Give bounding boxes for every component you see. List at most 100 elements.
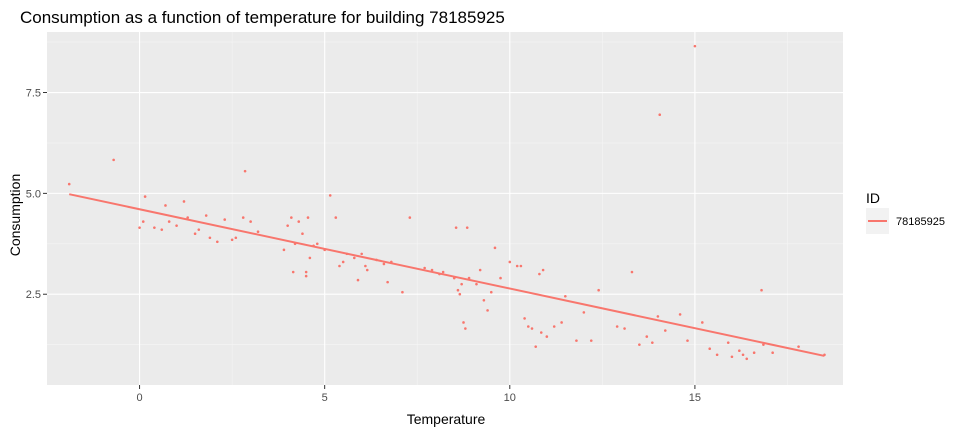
data-point <box>678 313 682 316</box>
data-point <box>534 345 538 348</box>
data-point <box>465 226 469 229</box>
data-point <box>493 246 497 250</box>
trend-line <box>69 193 825 357</box>
data-point <box>356 278 360 282</box>
data-point <box>730 355 734 359</box>
data-point <box>386 280 389 284</box>
data-point <box>515 264 519 268</box>
data-point <box>575 339 578 342</box>
data-point <box>175 224 178 227</box>
y-axis-ticks: 2.5 5.0 7.5 <box>26 88 47 301</box>
data-point <box>693 44 697 48</box>
data-point <box>752 351 756 355</box>
data-point <box>223 218 227 221</box>
data-point <box>663 329 667 332</box>
data-point <box>458 292 462 296</box>
data-point <box>430 268 434 272</box>
data-point <box>243 169 247 173</box>
data-point <box>582 311 586 314</box>
data-point <box>523 317 526 320</box>
data-point <box>182 200 186 203</box>
data-point <box>482 298 486 302</box>
data-point <box>204 214 208 217</box>
y-axis-title: Consumption <box>7 174 23 257</box>
trend-line-group <box>69 193 825 357</box>
data-point <box>186 216 189 219</box>
y-tick-label: 5.0 <box>26 188 41 200</box>
data-point <box>301 232 304 236</box>
data-point <box>545 335 549 338</box>
data-point <box>167 220 171 223</box>
data-point <box>541 268 545 272</box>
data-point <box>160 228 164 231</box>
y-tick-label: 2.5 <box>26 289 41 301</box>
x-axis-title: Temperature <box>407 411 486 427</box>
x-tick-label: 0 <box>136 392 142 404</box>
data-point <box>334 216 338 219</box>
data-point <box>401 290 404 294</box>
data-point <box>382 262 386 266</box>
data-point <box>589 339 593 342</box>
data-point <box>297 220 301 223</box>
data-point <box>797 345 800 348</box>
data-point <box>197 228 201 231</box>
data-point <box>489 290 493 294</box>
data-point <box>460 282 463 286</box>
data-point <box>112 158 115 162</box>
data-point <box>216 240 219 244</box>
data-point <box>338 264 341 268</box>
data-point <box>552 325 556 328</box>
data-point <box>234 236 238 240</box>
major-gridlines <box>47 32 843 385</box>
data-point <box>597 288 600 292</box>
data-point <box>686 339 689 342</box>
data-point <box>539 331 543 334</box>
legend-title: ID <box>866 190 880 206</box>
data-point <box>138 226 141 229</box>
data-point <box>290 216 293 219</box>
data-point <box>630 270 634 274</box>
data-point <box>304 274 308 278</box>
data-point <box>241 216 245 219</box>
data-point <box>645 335 649 338</box>
data-point <box>560 321 563 324</box>
y-tick-label: 7.5 <box>26 88 41 100</box>
data-point <box>519 264 523 268</box>
data-point <box>623 327 626 330</box>
data-point <box>193 232 197 236</box>
data-point <box>364 264 367 268</box>
data-point <box>638 343 641 346</box>
data-point <box>530 327 534 330</box>
x-tick-label: 10 <box>504 392 516 404</box>
data-point <box>701 321 704 324</box>
data-point <box>441 270 445 274</box>
data-point <box>715 353 719 357</box>
data-point <box>352 256 356 260</box>
data-point <box>741 353 745 357</box>
data-point <box>508 260 512 264</box>
x-tick-label: 15 <box>689 392 701 404</box>
data-point <box>738 349 741 353</box>
data-point <box>341 260 345 264</box>
data-point <box>153 226 156 229</box>
plot-panel <box>47 32 843 385</box>
data-point <box>760 288 763 292</box>
data-point <box>726 341 730 344</box>
data-point <box>651 341 654 344</box>
data-point <box>456 288 460 292</box>
minor-gridlines <box>47 32 843 385</box>
data-point <box>256 230 260 233</box>
data-point <box>475 282 478 286</box>
data-point <box>527 325 530 328</box>
data-point <box>478 268 482 272</box>
data-point <box>249 220 252 223</box>
data-point <box>308 256 312 260</box>
legend: ID 78185925 <box>866 190 945 234</box>
data-point <box>230 238 234 242</box>
data-point <box>454 226 458 229</box>
data-point <box>291 270 295 274</box>
x-axis-ticks: 0 5 10 15 <box>136 385 701 404</box>
data-point <box>499 276 502 280</box>
data-point <box>328 194 332 197</box>
data-point <box>771 351 774 355</box>
